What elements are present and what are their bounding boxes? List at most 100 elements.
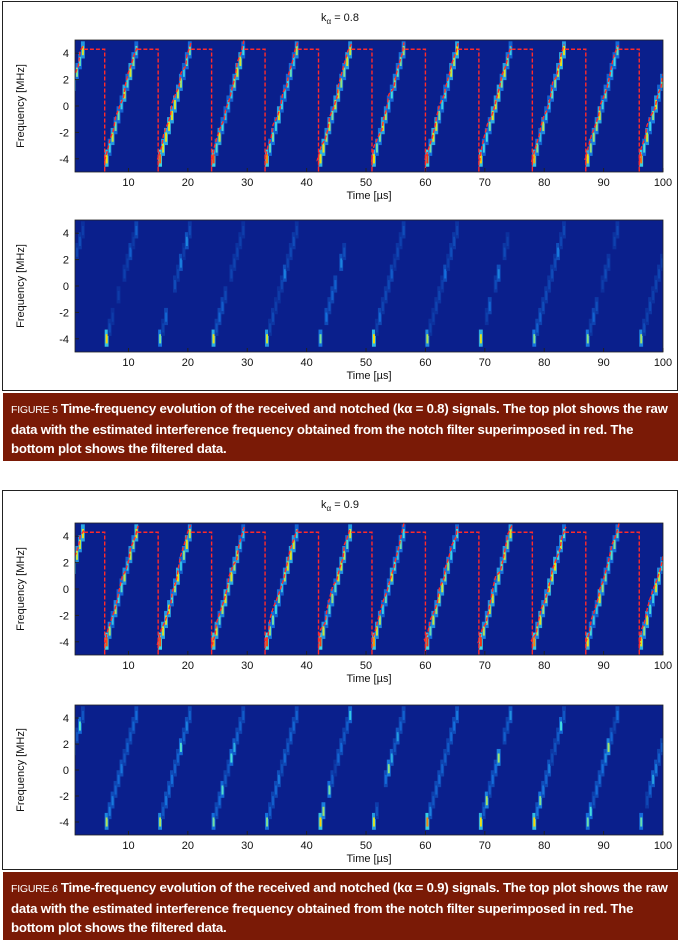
y-tick-label: 2 xyxy=(63,255,69,267)
spectrogram-cell xyxy=(539,312,542,322)
spectrogram-cell xyxy=(563,45,566,56)
title-sub: α xyxy=(326,17,332,27)
spectrogram-cell xyxy=(176,269,179,279)
spectrogram-cell xyxy=(159,154,162,164)
spectrogram-cell xyxy=(111,312,114,322)
spectrogram-cell xyxy=(646,796,649,806)
spectrogram-cell xyxy=(533,334,536,344)
figure-5-caption: FIGURE 5 Time-frequency evolution of the … xyxy=(3,393,678,461)
spectrogram-cell xyxy=(171,110,174,121)
spectrogram-cell xyxy=(429,143,432,153)
spectrogram-cell xyxy=(667,722,669,731)
spectrogram-cell xyxy=(117,593,120,604)
spectrogram-cell xyxy=(114,604,117,614)
spectrogram-cell xyxy=(447,258,450,268)
spectrogram-cell xyxy=(168,785,171,795)
spectrogram-halo xyxy=(51,330,55,347)
spectrogram-cell xyxy=(378,615,381,625)
y-tick-label: -4 xyxy=(59,637,69,649)
spectrogram-cell xyxy=(441,583,444,593)
spectrogram-cell xyxy=(159,334,162,344)
spectrogram-cell xyxy=(174,100,176,110)
spectrogram-cell xyxy=(171,774,174,784)
spectrogram-cell xyxy=(176,572,179,582)
spectrogram-cell xyxy=(658,269,661,279)
spectrogram-cell xyxy=(233,258,236,268)
spectrogram-cell xyxy=(640,637,643,647)
spectrogram-cell xyxy=(482,626,485,636)
spectrogram-cell xyxy=(670,226,672,235)
x-tick-label: 60 xyxy=(419,357,431,369)
spectrogram-cell xyxy=(506,539,509,550)
spectrogram-cell xyxy=(542,785,545,795)
spectrogram-cell xyxy=(129,732,132,742)
spectrogram-cell xyxy=(114,785,117,795)
spectrogram-cell xyxy=(120,764,123,774)
spectrogram-cell xyxy=(331,110,334,121)
spectrogram-cell xyxy=(171,593,174,604)
spectrogram-cell xyxy=(640,334,643,344)
spectrogram-cell xyxy=(274,301,277,311)
spectrogram-cell xyxy=(70,89,72,98)
spectrogram-cell xyxy=(604,269,607,279)
notch-frequency-line xyxy=(458,525,513,655)
y-axis-label: Frequency [MHz] xyxy=(15,244,27,328)
spectrogram-cell xyxy=(652,110,655,121)
spectrogram-cell xyxy=(444,269,447,279)
spectrogram-cell xyxy=(393,258,396,268)
spectrogram-cell xyxy=(162,323,165,333)
y-tick-label: 4 xyxy=(63,713,69,725)
spectrogram-cell xyxy=(179,258,182,268)
notch-frequency-line xyxy=(137,524,192,655)
spectrogram-cell xyxy=(132,236,135,247)
spectrogram-cell xyxy=(589,323,592,333)
spectrogram-cell xyxy=(601,100,604,110)
spectrogram-cell xyxy=(337,89,340,99)
spectrogram-cell xyxy=(159,637,162,647)
spectrogram-cell xyxy=(343,67,346,77)
x-tick-label: 20 xyxy=(182,357,194,369)
spectrogram-cell xyxy=(331,774,334,784)
spectrogram-cell xyxy=(266,817,269,827)
spectrogram-cell xyxy=(444,753,447,763)
spectrogram-cell xyxy=(491,774,494,784)
spectrogram-cell xyxy=(384,774,387,784)
x-axis-label: Time [µs] xyxy=(346,190,391,202)
x-tick-label: 80 xyxy=(538,357,550,369)
spectrogram-cell xyxy=(215,806,218,816)
spectrogram-cell xyxy=(509,710,512,720)
spectrogram-cell xyxy=(536,143,539,153)
spectrogram-cell xyxy=(664,248,666,257)
spectrogram-cell xyxy=(557,247,560,257)
notch-frequency-line xyxy=(618,531,663,655)
title-k: k xyxy=(321,12,327,24)
spectrogram-cell xyxy=(179,561,182,571)
spectrogram-cell xyxy=(429,323,432,333)
plot-title: kα = 0.9 xyxy=(3,499,677,513)
spectrogram-halo xyxy=(69,85,73,102)
spectrogram-cell xyxy=(396,550,399,560)
x-tick-label: 50 xyxy=(360,177,372,189)
spectrogram-cell xyxy=(230,753,233,763)
spectrogram-cell xyxy=(658,753,661,763)
x-tick-label: 100 xyxy=(654,357,672,369)
spectrogram-cell xyxy=(488,301,491,311)
spectrogram-cell xyxy=(616,528,619,539)
spectrogram-cell xyxy=(595,604,598,614)
spectrogram-cell xyxy=(343,550,346,560)
spectrogram-cell xyxy=(494,583,497,593)
notch-frequency-line xyxy=(511,526,567,655)
spectrogram-cell xyxy=(132,721,135,731)
spectrogram-cell xyxy=(269,626,272,636)
x-tick-label: 90 xyxy=(597,357,609,369)
spectrogram-5-filtered: 10 20 30 40 50 60 70 80 90 100 -4 -2 0 2 4 Time [µs] Fre… xyxy=(15,219,672,382)
notch-frequency-line xyxy=(351,523,405,655)
spectrogram-cell xyxy=(506,236,509,247)
spectrogram-cell xyxy=(340,258,343,268)
spectrogram-cell xyxy=(236,247,239,257)
x-tick-label: 40 xyxy=(301,840,313,852)
spectrogram-cell xyxy=(328,785,331,795)
spectrogram-cell xyxy=(70,572,72,581)
spectrogram-cell xyxy=(456,45,459,56)
spectrogram-cell xyxy=(429,626,432,636)
